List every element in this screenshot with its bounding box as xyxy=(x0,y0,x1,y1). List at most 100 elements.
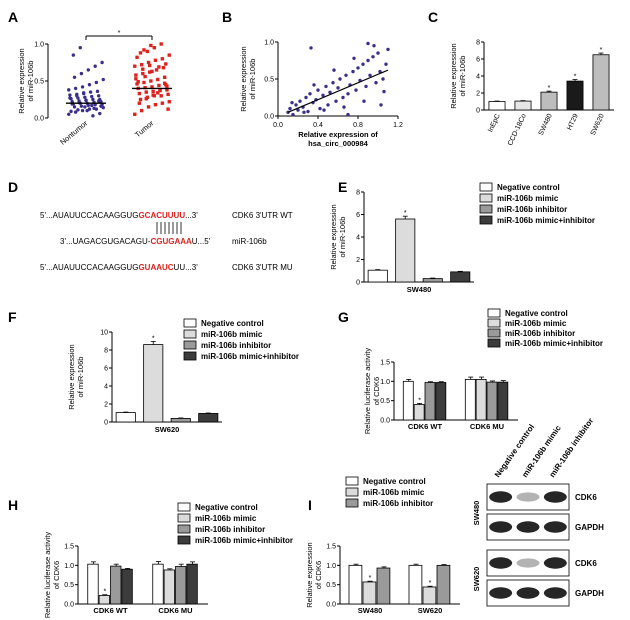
panel-f-ylabel-line-0: Relative expression xyxy=(67,344,76,409)
panel-b-point-34 xyxy=(371,55,375,59)
panel-b-ytick-label-0: 0.0 xyxy=(264,114,274,121)
panel-g-bar-1-0 xyxy=(464,378,476,421)
panel-f-ytick-label-5: 10 xyxy=(100,330,108,337)
panel-h-bar-0-3 xyxy=(121,568,133,605)
panel-g-legend-label-1: miR-106b mimic xyxy=(505,319,567,328)
panel-a-point-1-15 xyxy=(165,88,169,92)
panel-h-xtick-label-1: CDK6 MU xyxy=(158,606,192,615)
panel-b-point-7 xyxy=(304,95,308,100)
panel-a-point-1-50 xyxy=(157,65,161,69)
panel-h-legend-label-1: miR-106b mimic xyxy=(195,514,257,523)
panel-f-legend-swatch-0 xyxy=(183,318,197,328)
panel-c-ytick-label-4: 8 xyxy=(476,40,480,47)
panel-a-point-1-53 xyxy=(142,48,146,52)
panel-h-legend-swatch-2 xyxy=(177,524,191,534)
western-band-0-1-0 xyxy=(489,521,513,533)
panel-a-point-0-7 xyxy=(79,104,84,108)
panel-h-ytick-label-0: 0.0 xyxy=(64,602,74,609)
panel-c-xtick-label-0: InEpC xyxy=(487,113,502,134)
panel-a-point-0-54 xyxy=(83,105,87,109)
panel-b-ytick-label-1: 0.5 xyxy=(264,77,274,84)
panel-a-point-1-34 xyxy=(153,58,158,62)
panel-b-fit-line xyxy=(287,69,389,113)
panel-a-point-0-26 xyxy=(68,93,72,97)
panel-a-point-1-5 xyxy=(167,100,171,104)
panel-g-ylabel-line-0: Relative luciferase activity xyxy=(363,348,372,435)
panel-i-ytick-label-3: 1.5 xyxy=(326,544,336,551)
panel-g-legend-swatch-3 xyxy=(487,338,501,348)
panel-b-point-8 xyxy=(306,109,310,114)
panel-g-bar-0-0 xyxy=(402,380,414,421)
panel-a-point-1-28 xyxy=(148,70,152,74)
panel-g-ylabel-line-1: of CDK6 xyxy=(372,377,381,405)
panel-a-point-1-3 xyxy=(153,102,158,107)
panel-g-xtick-label-1: CDK6 MU xyxy=(470,422,504,431)
panel-label-i: I xyxy=(308,497,312,513)
wt-sequence: 5'...AUAUUCCACAAGGUGGCACUUUU...3' xyxy=(40,211,198,220)
panel-i-bar-1-0 xyxy=(408,564,423,605)
panel-b-point-26 xyxy=(351,69,355,74)
panel-c-xtick-label-3: HT29 xyxy=(566,113,580,132)
panel-a-point-0-38 xyxy=(79,71,84,76)
panel-b-point-31 xyxy=(364,84,368,89)
panel-a-point-1-58 xyxy=(141,67,145,71)
panel-e-sig-1: * xyxy=(404,210,407,217)
base-pair-lines xyxy=(156,222,182,234)
panel-a-point-1-43 xyxy=(144,97,148,101)
panel-e-ytick-label-0: 0 xyxy=(356,280,360,287)
panel-g-bar-0-3 xyxy=(435,382,447,421)
panel-a-point-1-2 xyxy=(146,105,151,109)
panel-f-sig-1: * xyxy=(152,335,155,342)
panel-label-a: A xyxy=(8,9,18,25)
panel-c-sig-4: * xyxy=(600,47,603,54)
western-cell-label-1: SW620 xyxy=(472,567,481,592)
panel-a-point-0-25 xyxy=(96,94,101,98)
panel-f-ytick-label-0: 0 xyxy=(104,420,108,427)
panel-i-legend-swatch-1 xyxy=(345,487,359,497)
panel-b-xtick-label-1: 0.4 xyxy=(313,122,323,129)
panel-label-f: F xyxy=(8,309,17,325)
panel-a-point-0-0 xyxy=(67,112,71,117)
panel-h-ylabel-line-0: Relative luciferase activity xyxy=(43,532,52,619)
panel-e-legend-swatch-1 xyxy=(479,193,493,203)
panel-h-bar-0-1 xyxy=(98,595,110,605)
panel-b-point-3 xyxy=(294,103,298,107)
panel-a-sig-star: * xyxy=(118,30,121,37)
mu-sequence: 5'...AUAUUCCACAAGGUGGUAAUCUU...3' xyxy=(40,263,198,272)
panel-h-bar-0-0 xyxy=(87,563,99,605)
panel-h-bar-1-3 xyxy=(186,563,198,605)
panel-h-ytick-label-2: 1.0 xyxy=(64,563,74,570)
panel-label-h: H xyxy=(8,497,18,513)
panel-b-point-18 xyxy=(331,81,335,85)
panel-a-point-1-4 xyxy=(160,101,165,105)
panel-h-bar-1-0 xyxy=(152,563,164,605)
panel-a-point-0-34 xyxy=(87,83,92,87)
panel-c-sig-2: * xyxy=(548,85,551,92)
western-row-label-0-0: CDK6 xyxy=(575,493,597,502)
panel-a-point-0-33 xyxy=(80,85,85,89)
panel-e-legend-label-2: miR-106b inhibitor xyxy=(497,205,567,214)
panel-b-ylabel-line-1: of miR-106b xyxy=(248,59,257,100)
panel-a-ytick-label-0: 0.0 xyxy=(34,116,44,123)
panel-a-point-1-38 xyxy=(145,49,150,54)
panel-h-legend-label-0: Negative control xyxy=(195,503,258,512)
panel-i-bar-1-2 xyxy=(436,564,451,605)
panel-b-point-14 xyxy=(321,93,325,97)
panel-g-bar-1-2 xyxy=(486,381,498,421)
panel-a-point-0-32 xyxy=(73,86,78,91)
panel-h-bar-1-2 xyxy=(175,566,187,605)
panel-a-point-1-33 xyxy=(146,60,151,65)
panel-g-legend-label-3: miR-106b mimic+inhibitor xyxy=(505,339,603,348)
mu-label: CDK6 3'UTR MU xyxy=(232,263,293,272)
panel-a-point-1-39 xyxy=(152,46,156,50)
panel-c-ytick-label-0: 0 xyxy=(476,108,480,115)
western-band-0-0-1 xyxy=(516,492,540,502)
panel-a-point-1-6 xyxy=(138,97,143,102)
panel-g-bar-1-3 xyxy=(497,381,509,421)
western-band-1-0-0 xyxy=(489,557,513,569)
panel-c-ytick-label-1: 2 xyxy=(476,91,480,98)
panel-a-point-0-55 xyxy=(90,103,94,108)
panel-a-point-1-9 xyxy=(159,94,163,98)
panel-b-point-43 xyxy=(312,83,316,87)
panel-a-ylabel-line-0: Relative expression xyxy=(17,48,26,113)
